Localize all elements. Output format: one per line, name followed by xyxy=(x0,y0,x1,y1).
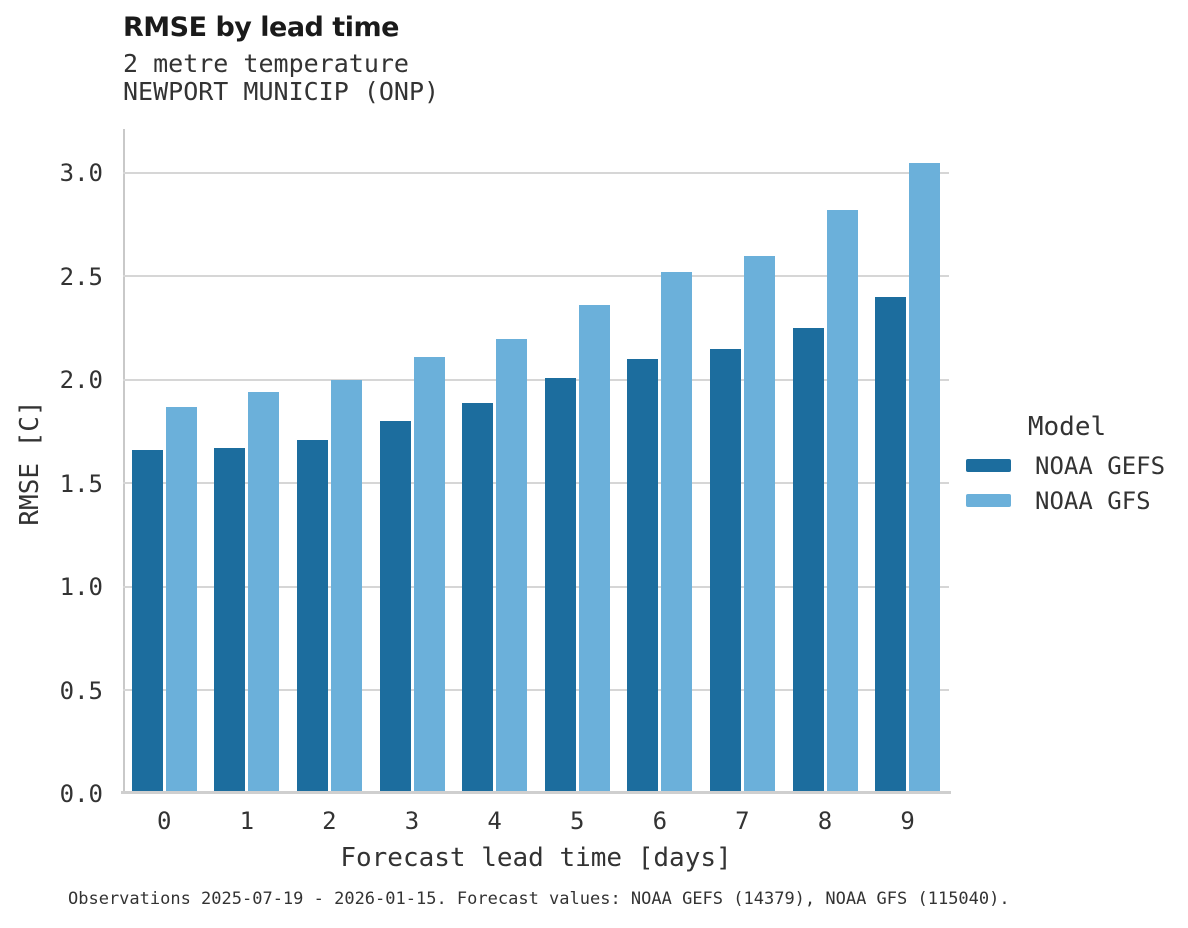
x-tick-label-1: 1 xyxy=(239,807,255,835)
chart-subtitle-station: NEWPORT MUNICIP (ONP) xyxy=(123,77,440,106)
x-tick-label-7: 7 xyxy=(735,807,750,835)
x-tick-label-0: 0 xyxy=(156,807,172,835)
y-tick-label-0.5: 0.5 xyxy=(59,676,103,705)
legend-swatch-noaa-gfs xyxy=(966,494,1011,507)
bar-noaa-gfs-lead-1 xyxy=(248,392,280,791)
bar-noaa-gfs-lead-4 xyxy=(496,338,528,791)
y-axis-title: RMSE [C] xyxy=(15,400,45,526)
bar-noaa-gefs-lead-8 xyxy=(792,328,824,791)
gridline-y-2.5 xyxy=(123,275,949,277)
gridline-y-1.0 xyxy=(123,585,949,588)
y-tick-label-1.5: 1.5 xyxy=(59,469,103,498)
bar-noaa-gefs-lead-6 xyxy=(627,359,659,791)
gridline-y-2.0 xyxy=(123,378,949,381)
bar-noaa-gefs-lead-9 xyxy=(875,297,907,791)
x-tick-label-8: 8 xyxy=(817,807,833,835)
legend: Model NOAA GEFS NOAA GFS xyxy=(966,412,1168,518)
x-axis-title: Forecast lead time [days] xyxy=(340,843,732,873)
x-tick-label-9: 9 xyxy=(900,807,915,835)
y-tick-label-1.0: 1.0 xyxy=(59,573,103,601)
bar-noaa-gfs-lead-2 xyxy=(330,380,362,791)
y-axis-spine xyxy=(123,129,125,791)
bar-noaa-gfs-lead-3 xyxy=(413,357,445,791)
y-tick-label-2.0: 2.0 xyxy=(59,366,103,394)
x-tick-label-3: 3 xyxy=(404,807,420,835)
bar-noaa-gfs-lead-7 xyxy=(743,255,775,791)
legend-title: Model xyxy=(1027,412,1107,442)
bar-noaa-gfs-lead-5 xyxy=(578,305,610,791)
bar-noaa-gefs-lead-5 xyxy=(544,377,576,791)
gridline-y-1.5 xyxy=(123,482,949,484)
legend-swatch-noaa-gefs xyxy=(966,459,1011,472)
bar-noaa-gefs-lead-2 xyxy=(296,440,328,791)
legend-entry-noaa-gfs: NOAA GFS xyxy=(966,483,1168,518)
gridline-y-0.5 xyxy=(123,689,949,691)
bar-noaa-gfs-lead-0 xyxy=(165,406,197,791)
bar-noaa-gfs-lead-6 xyxy=(661,272,693,791)
bar-noaa-gefs-lead-3 xyxy=(379,421,411,791)
x-tick-label-6: 6 xyxy=(652,807,668,835)
x-axis-spine xyxy=(121,791,951,794)
bar-noaa-gefs-lead-4 xyxy=(462,402,494,791)
caption-note: Observations 2025-07-19 - 2026-01-15. Fo… xyxy=(68,889,1010,909)
y-tick-label-0.0: 0.0 xyxy=(59,780,103,808)
chart-subtitle-variable: 2 metre temperature xyxy=(123,49,409,78)
gridline-y-3.0 xyxy=(123,171,949,174)
bar-noaa-gfs-lead-8 xyxy=(826,210,858,791)
bar-noaa-gefs-lead-0 xyxy=(131,450,163,791)
legend-entry-noaa-gefs: NOAA GEFS xyxy=(966,448,1168,483)
y-tick-label-3.0: 3.0 xyxy=(59,159,103,187)
chart-title: RMSE by lead time xyxy=(123,12,399,43)
chart-header: RMSE by lead time 2 metre temperature NE… xyxy=(123,12,439,106)
x-tick-label-5: 5 xyxy=(569,807,585,835)
legend-label-noaa-gefs: NOAA GEFS xyxy=(1035,451,1166,480)
x-tick-label-2: 2 xyxy=(322,807,337,835)
legend-label-noaa-gfs: NOAA GFS xyxy=(1035,486,1151,515)
bar-noaa-gefs-lead-1 xyxy=(214,448,246,791)
bar-noaa-gefs-lead-7 xyxy=(709,348,741,791)
bar-noaa-gfs-lead-9 xyxy=(909,162,941,791)
y-tick-label-2.5: 2.5 xyxy=(59,262,103,291)
x-tick-label-4: 4 xyxy=(487,807,502,835)
plot-area: 0.0 0.5 1.0 1.5 2.0 2.5 3.0 0 1 2 3 4 5 6 7 8 9 xyxy=(60,129,949,833)
